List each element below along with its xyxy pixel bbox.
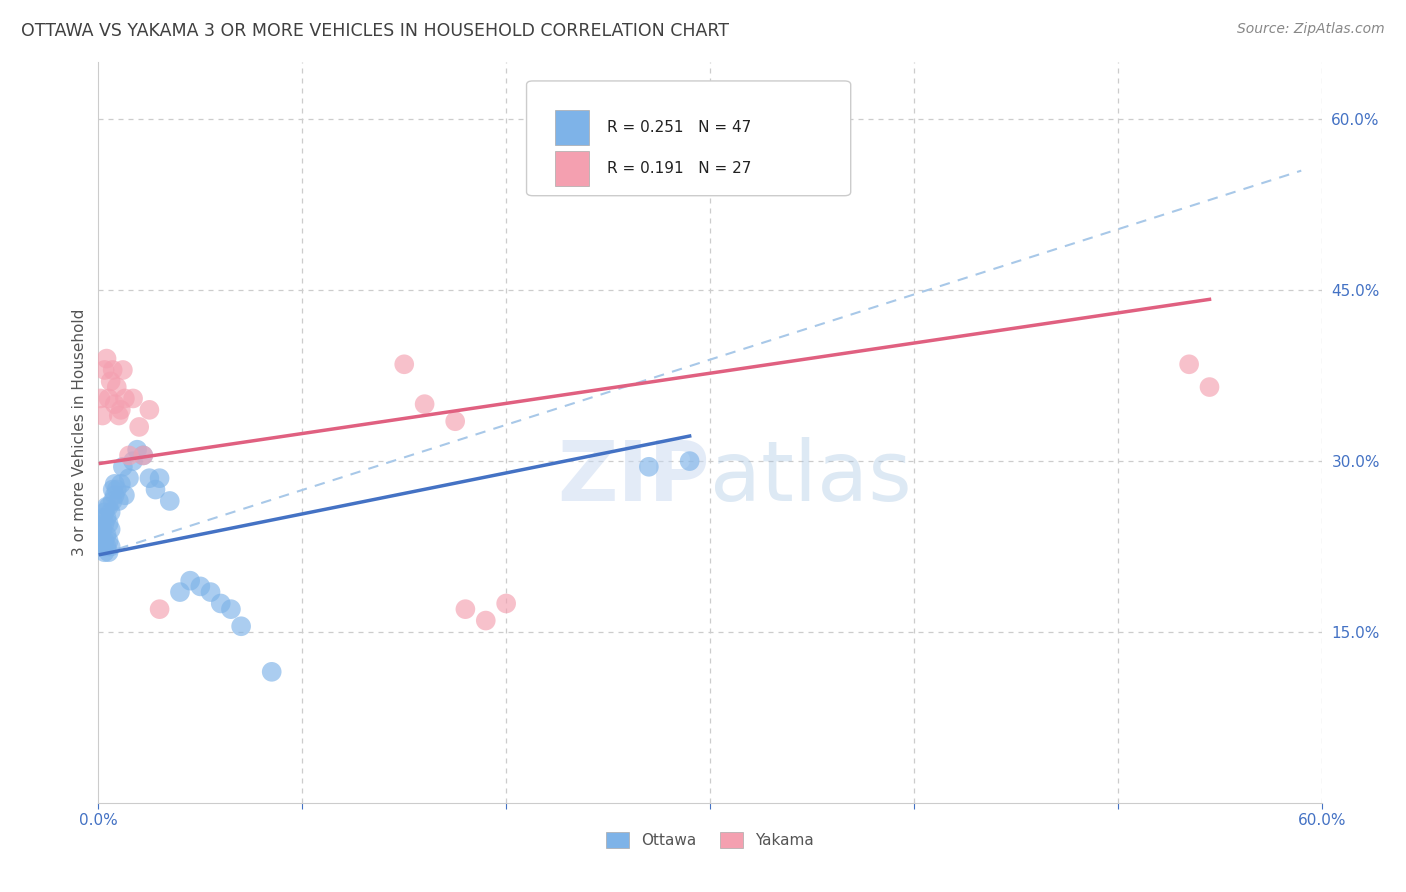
Y-axis label: 3 or more Vehicles in Household: 3 or more Vehicles in Household: [72, 309, 87, 557]
Point: [93, 516, 115, 531]
FancyBboxPatch shape: [526, 81, 851, 195]
Point: [219, 602, 242, 616]
Point: [454, 602, 477, 616]
Point: [127, 442, 149, 457]
Point: [104, 397, 127, 411]
Point: [104, 488, 127, 502]
Point: [169, 585, 191, 599]
Point: [118, 449, 141, 463]
Text: atlas: atlas: [710, 436, 911, 517]
Point: [89, 528, 111, 542]
Point: [96, 528, 118, 542]
Point: [93, 363, 115, 377]
Point: [91, 409, 114, 423]
Point: [93, 545, 115, 559]
Point: [101, 363, 124, 377]
Point: [96, 500, 118, 514]
Legend: Ottawa, Yakama: Ottawa, Yakama: [600, 826, 820, 855]
Point: [128, 420, 150, 434]
Point: [91, 523, 114, 537]
Point: [114, 392, 136, 406]
Point: [495, 597, 517, 611]
Point: [159, 494, 181, 508]
Point: [93, 533, 115, 548]
Point: [105, 483, 128, 497]
Point: [100, 540, 122, 554]
Text: Source: ZipAtlas.com: Source: ZipAtlas.com: [1237, 22, 1385, 37]
Point: [111, 459, 134, 474]
Point: [145, 483, 167, 497]
Point: [91, 540, 114, 554]
Point: [122, 454, 145, 468]
Point: [108, 409, 131, 423]
Point: [149, 602, 172, 616]
Point: [105, 380, 128, 394]
Point: [138, 471, 160, 485]
Point: [179, 574, 201, 588]
Text: OTTAWA VS YAKAMA 3 OR MORE VEHICLES IN HOUSEHOLD CORRELATION CHART: OTTAWA VS YAKAMA 3 OR MORE VEHICLES IN H…: [21, 22, 730, 40]
Point: [188, 579, 212, 593]
Point: [97, 545, 120, 559]
Point: [132, 449, 155, 463]
Point: [444, 414, 467, 428]
Point: [96, 511, 118, 525]
Point: [97, 392, 120, 406]
Point: [231, 619, 253, 633]
Point: [474, 614, 498, 628]
Point: [101, 494, 124, 508]
FancyBboxPatch shape: [555, 110, 589, 145]
Point: [97, 500, 120, 514]
Point: [679, 454, 702, 468]
Point: [200, 585, 222, 599]
Point: [122, 392, 145, 406]
Point: [413, 397, 436, 411]
Point: [118, 471, 141, 485]
Point: [138, 402, 160, 417]
Point: [100, 523, 122, 537]
Point: [132, 449, 155, 463]
Point: [110, 402, 132, 417]
Point: [114, 488, 136, 502]
Point: [100, 505, 122, 519]
Point: [97, 516, 120, 531]
Point: [110, 476, 132, 491]
Text: ZIP: ZIP: [558, 436, 710, 517]
Text: R = 0.191   N = 27: R = 0.191 N = 27: [607, 161, 752, 176]
Point: [209, 597, 232, 611]
Point: [104, 476, 127, 491]
Point: [93, 505, 115, 519]
Point: [89, 392, 111, 406]
Point: [260, 665, 283, 679]
Point: [108, 494, 131, 508]
Point: [392, 357, 416, 371]
Point: [100, 375, 122, 389]
Point: [1178, 357, 1201, 371]
Point: [637, 459, 661, 474]
Point: [96, 540, 118, 554]
Text: R = 0.251   N = 47: R = 0.251 N = 47: [607, 120, 752, 135]
Point: [91, 511, 114, 525]
Point: [1198, 380, 1220, 394]
Point: [97, 533, 120, 548]
Point: [101, 483, 124, 497]
Point: [149, 471, 172, 485]
Point: [111, 363, 134, 377]
Point: [96, 351, 118, 366]
FancyBboxPatch shape: [555, 151, 589, 186]
Point: [89, 533, 111, 548]
